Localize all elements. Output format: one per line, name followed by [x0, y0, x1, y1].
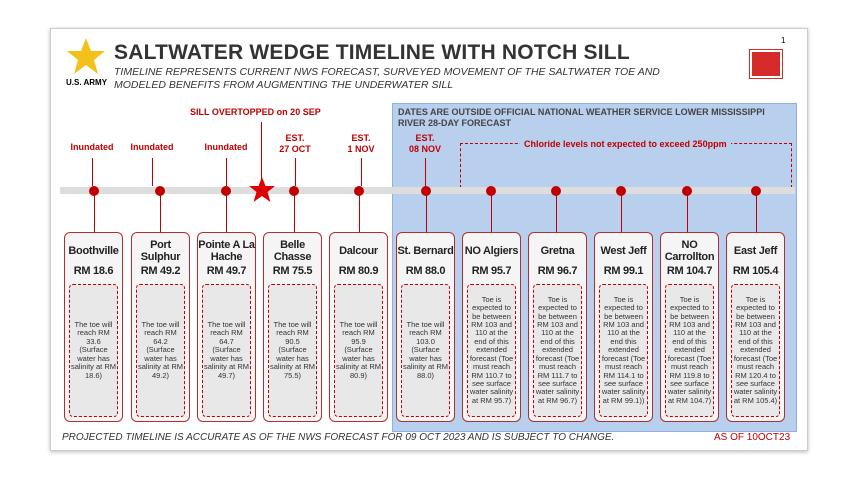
outside-forecast-note: DATES ARE OUTSIDE OFFICIAL NATIONAL WEAT… [398, 107, 765, 128]
timeline-dot [421, 186, 431, 196]
station-note: Toe is expected to be between RM 103 and… [599, 284, 648, 417]
station-rm: RM 80.9 [338, 265, 379, 277]
connector-line [621, 191, 622, 232]
timeline-dot [486, 186, 496, 196]
station-name: Port Sulphur [140, 239, 181, 263]
usace-castle-logo [749, 49, 783, 79]
station-note: Toe is expected to be between RM 103 and… [731, 284, 780, 417]
marker-label: Inundated [130, 142, 174, 152]
marker-label: EST. 08 NOV [395, 133, 455, 155]
timeline-dot [751, 186, 761, 196]
station-name: NO Algiers [464, 245, 519, 257]
station-card: NO Algiers RM 95.7 Toe is expected to be b… [462, 232, 521, 422]
marker-label: EST. 1 NOV [347, 133, 375, 154]
station-name: Pointe A La Hache [198, 239, 255, 263]
marker-line [361, 158, 362, 186]
connector-line [491, 191, 492, 232]
station-card: Belle Chasse RM 75.5 The toe will reach RM… [263, 232, 322, 422]
station-card: Boothville RM 18.6 The toe will reach RM 3… [64, 232, 123, 422]
timeline-dot [155, 186, 165, 196]
station-note: The toe will reach RM 90.5 (Surface wate… [268, 284, 317, 417]
station-card: West Jeff RM 99.1 Toe is expected to be be… [594, 232, 653, 422]
station-note: The toe will reach RM 33.6 (Surface wate… [69, 284, 118, 417]
page-number: 1 [781, 36, 786, 45]
station-rm: RM 99.1 [603, 265, 644, 277]
station-name: Belle Chasse [273, 239, 312, 263]
timeline-dot [616, 186, 626, 196]
timeline-dot [289, 186, 299, 196]
station-name: East Jeff [733, 245, 778, 257]
marker-line [226, 158, 227, 186]
footer-note: PROJECTED TIMELINE IS ACCURATE AS OF THE… [62, 432, 615, 443]
station-rm: RM 88.0 [405, 265, 446, 277]
timeline-dot [682, 186, 692, 196]
station-note: The toe will reach RM 95.9 (Surface wate… [334, 284, 383, 417]
station-name: Gretna [540, 245, 575, 257]
page-title: SALTWATER WEDGE TIMELINE WITH NOTCH SILL [114, 41, 630, 64]
station-note: The toe will reach RM 64.2 (Surface wate… [136, 284, 185, 417]
subtitle: TIMELINE REPRESENTS CURRENT NWS FORECAST… [114, 66, 660, 91]
connector-line [359, 191, 360, 232]
marker-line [92, 158, 93, 186]
timeline-dot [221, 186, 231, 196]
station-card: NO Carrollton RM 104.7 Toe is expected to … [660, 232, 719, 422]
army-star-logo [67, 38, 105, 74]
station-rm: RM 96.7 [537, 265, 578, 277]
marker-line [295, 158, 296, 186]
station-rm: RM 75.5 [272, 265, 313, 277]
station-note: Toe is expected to be between RM 103 and… [533, 284, 582, 417]
station-rm: RM 18.6 [73, 265, 114, 277]
chloride-note: Chloride levels not expected to exceed 2… [520, 139, 731, 150]
station-note: Toe is expected to be between RM 103 and… [665, 284, 714, 417]
station-note: Toe is expected to be between RM 103 and… [467, 284, 516, 417]
timeline-dot [89, 186, 99, 196]
station-card: Dalcour RM 80.9 The toe will reach RM 95.9… [329, 232, 388, 422]
connector-line [160, 191, 161, 232]
station-name: St. Bernard [397, 245, 454, 257]
marker-line [425, 158, 426, 186]
connector-line [226, 191, 227, 232]
connector-line [756, 191, 757, 232]
station-name: NO Carrollton [664, 239, 715, 263]
station-card: East Jeff RM 105.4 Toe is expected to be b… [726, 232, 785, 422]
station-note: The toe will reach RM 103.0 (Surface wat… [401, 284, 450, 417]
station-card: Port Sulphur RM 49.2 The toe will reach RM… [131, 232, 190, 422]
station-rm: RM 49.7 [206, 265, 247, 277]
marker-label: Inundated [70, 142, 114, 152]
station-rm: RM 49.2 [140, 265, 181, 277]
marker-label: EST. 27 OCT [279, 133, 311, 154]
station-rm: RM 95.7 [471, 265, 512, 277]
sill-star-icon [249, 177, 275, 202]
station-name: West Jeff [600, 245, 647, 257]
timeline-dot [354, 186, 364, 196]
station-note: The toe will reach RM 64.7 (Surface wate… [202, 284, 251, 417]
as-of-date: AS OF 10OCT23 [714, 432, 791, 443]
marker-line [152, 158, 153, 186]
station-name: Dalcour [339, 245, 378, 257]
station-card: Pointe A La Hache RM 49.7 The toe will rea… [197, 232, 256, 422]
connector-line [94, 191, 95, 232]
station-rm: RM 104.7 [666, 265, 713, 277]
timeline-dot [551, 186, 561, 196]
station-name: Boothville [68, 245, 119, 257]
marker-label: Inundated [204, 142, 248, 152]
connector-line [687, 191, 688, 232]
connector-line [556, 191, 557, 232]
station-rm: RM 105.4 [732, 265, 779, 277]
sill-arrow [261, 122, 262, 184]
station-card: Gretna RM 96.7 Toe is expected to be betwe… [528, 232, 587, 422]
connector-line [294, 191, 295, 232]
station-card: St. Bernard RM 88.0 The toe will reach RM … [396, 232, 455, 422]
army-label: U.S. ARMY [66, 78, 108, 87]
connector-line [426, 191, 427, 232]
sill-note: SILL OVERTOPPED on 20 SEP [190, 107, 321, 117]
